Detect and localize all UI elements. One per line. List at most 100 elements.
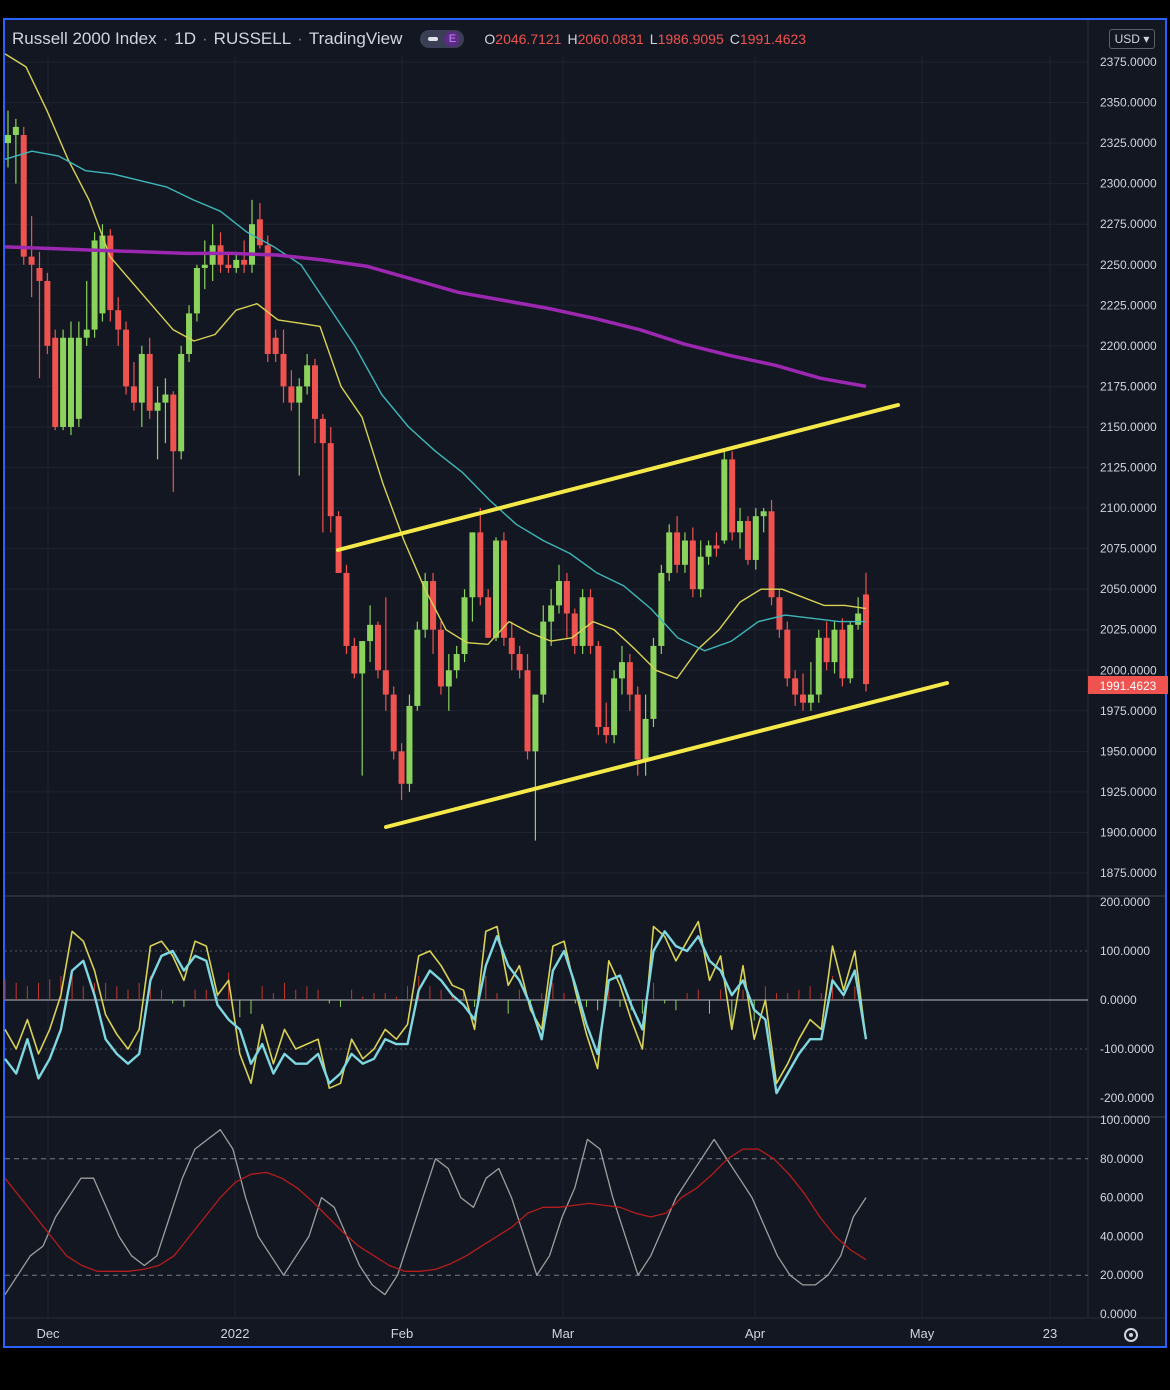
candle-body (367, 624, 374, 642)
legend-header: Russell 2000 Index · 1D · RUSSELL · Trad… (12, 27, 812, 51)
candle-up (178, 345, 185, 460)
price-tick-label: 2250.0000 (1100, 258, 1157, 272)
price-tick-label: 2175.0000 (1100, 379, 1157, 393)
last-price-tag: 1991.4623 (1088, 676, 1168, 694)
candle-up (367, 605, 374, 663)
moving-averages (4, 53, 867, 680)
candle-up (752, 508, 759, 570)
candle-body (674, 532, 681, 565)
candle-up (611, 670, 618, 744)
price-tick-label: 1875.0000 (1100, 866, 1157, 880)
separator-dot: · (202, 29, 208, 48)
candle-body (611, 678, 618, 736)
candle-body (28, 256, 35, 265)
candle-body (540, 621, 547, 695)
candle-up (556, 564, 563, 614)
candle-body (493, 540, 500, 638)
candle-up (855, 597, 862, 630)
moving-average-line (4, 150, 866, 652)
time-tick-label: Feb (391, 1326, 413, 1341)
candle-down (170, 391, 177, 492)
candle-body (12, 126, 19, 135)
candle-down (398, 743, 405, 801)
symbol-name[interactable]: Russell 2000 Index (12, 29, 157, 48)
trendlines[interactable] (336, 403, 949, 829)
ohlc-close: C1991.4623 (729, 31, 807, 47)
candle-up (461, 589, 468, 663)
exchange-label: RUSSELL (213, 29, 292, 48)
candle-body (272, 337, 279, 354)
candle-down (343, 564, 350, 655)
candle-up (453, 645, 460, 679)
stochastic-tick-label: 80.0000 (1100, 1152, 1144, 1166)
candle-body (249, 224, 256, 265)
candle-body (107, 235, 114, 311)
price-axis: 2375.0000 2350.0000 2325.0000 2300.0000 2275… (1100, 55, 1157, 1321)
candle-up (737, 508, 744, 549)
candle-up (83, 280, 90, 346)
candle-up (138, 345, 145, 427)
candle-up (548, 589, 555, 646)
candle-body (807, 694, 814, 703)
stochastic-line (4, 1148, 867, 1272)
settings-icon[interactable] (1124, 1328, 1138, 1342)
candle-body (170, 394, 177, 452)
currency-selector[interactable]: USD ▾ (1109, 29, 1155, 49)
candle-body (178, 353, 185, 452)
stochastic-tick-label: 60.0000 (1100, 1191, 1144, 1205)
candle-up (75, 321, 82, 427)
price-tick-label: 2275.0000 (1100, 217, 1157, 231)
candle-body (398, 751, 405, 784)
grid-lines (5, 20, 1165, 1319)
candle-up (618, 645, 625, 695)
stochastic-pane (4, 1129, 1088, 1296)
price-tick-label: 2100.0000 (1100, 501, 1157, 515)
candle-down (20, 126, 27, 265)
candle-down (36, 251, 43, 379)
candle-down (563, 572, 570, 638)
price-tick-label: 2050.0000 (1100, 582, 1157, 596)
candle-body (414, 629, 421, 706)
candle-body (800, 694, 807, 703)
candle-down (225, 251, 232, 273)
candle-body (626, 662, 633, 695)
candle-body (618, 662, 625, 679)
candle-body (579, 597, 586, 646)
candle-down (674, 516, 681, 573)
candle-body (130, 386, 137, 403)
candle-down (595, 641, 602, 736)
candle-down (335, 511, 342, 573)
stochastic-tick-label: 0.0000 (1100, 1307, 1137, 1321)
candle-body (831, 629, 838, 663)
candle-body (115, 310, 122, 330)
interval-label[interactable]: 1D (174, 29, 196, 48)
candle-up (658, 564, 665, 655)
candle-body (83, 329, 90, 338)
candle-body (67, 337, 74, 427)
candle-body (52, 337, 59, 427)
visibility-toggle[interactable]: E (420, 30, 465, 48)
candle-up (201, 240, 208, 290)
candle-down (587, 589, 594, 655)
candle-body (186, 313, 193, 354)
candle-up (831, 621, 838, 674)
moving-average-line (4, 53, 867, 680)
candle-up (422, 572, 429, 638)
oscillator-tick-label: 100.0000 (1100, 944, 1150, 958)
candle-body (603, 727, 610, 736)
oscillator-tick-label: -200.0000 (1100, 1091, 1154, 1105)
channel-trendline (336, 403, 900, 552)
candle-body (5, 134, 11, 144)
candle-down (744, 516, 751, 565)
candle-down (626, 654, 633, 711)
candle-body (374, 624, 381, 671)
candle-body (461, 597, 468, 655)
candle-up (469, 532, 476, 622)
candles-layer (5, 110, 869, 841)
candle-down (256, 203, 263, 249)
candle-body (264, 245, 271, 354)
candle-down (508, 621, 515, 671)
candle-body (138, 353, 145, 403)
stochastic-tick-label: 40.0000 (1100, 1229, 1144, 1243)
